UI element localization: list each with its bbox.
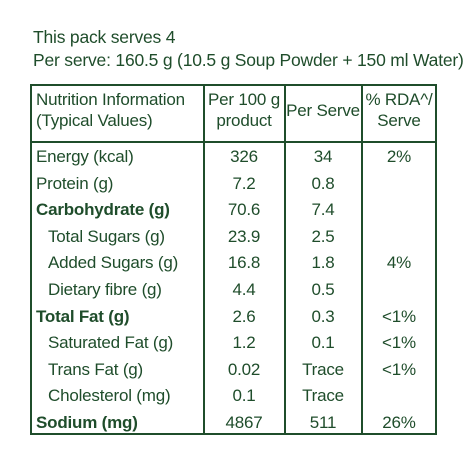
nutrient-label: Trans Fat (g) (48, 359, 144, 379)
value-per100: 70.6 (227, 200, 261, 220)
value-perServe: 34 (313, 147, 333, 166)
nutrition-table: Nutrition Information (Typical Values) P… (30, 84, 437, 435)
nutrient-label: Sodium (mg) (36, 413, 138, 432)
value-perServe: Trace (302, 359, 344, 379)
value-per100: 1.2 (232, 333, 256, 353)
column-header-rda: % RDA^/ Serve (363, 89, 435, 131)
nutrient-label: Dietary fibre (g) (48, 280, 162, 299)
value-rda: 4% (386, 253, 412, 273)
column-header-line: (Typical Values) (36, 111, 153, 130)
value-rda: 2% (386, 147, 412, 166)
column-divider (203, 86, 205, 433)
column-header-line: Per 100 g (208, 90, 280, 109)
column-header-per-serve: Per Serve (286, 100, 360, 121)
value-per100: 326 (230, 147, 258, 166)
value-perServe: 2.5 (311, 226, 335, 246)
nutrient-label: Cholesterol (mg) (48, 386, 171, 406)
header-divider (32, 141, 435, 143)
value-perServe: 0.8 (311, 173, 335, 193)
value-perServe: 0.3 (311, 306, 335, 326)
nutrient-label: Saturated Fat (g) (48, 333, 174, 353)
nutrient-label: Energy (kcal) (36, 147, 134, 166)
value-perServe: 0.5 (311, 280, 335, 299)
value-rda: <1% (382, 333, 416, 353)
nutrient-label: Carbohydrate (g) (36, 200, 170, 220)
value-perServe: Trace (302, 386, 344, 406)
value-per100: 16.8 (227, 253, 261, 273)
nutrient-label: Total Fat (g) (36, 306, 130, 326)
nutrient-label: Added Sugars (g) (48, 253, 179, 273)
column-header-line: % RDA^/ (365, 90, 433, 109)
column-header-line: Serve (377, 111, 421, 130)
value-per100: 0.02 (227, 359, 261, 379)
per-serve-text: Per serve: 160.5 g (10.5 g Soup Powder +… (33, 50, 464, 70)
value-rda: 26% (382, 413, 416, 432)
nutrient-label: Protein (g) (36, 173, 114, 193)
nutrient-label: Total Sugars (g) (48, 226, 165, 246)
pack-info: This pack serves 4 Per serve: 160.5 g (1… (33, 26, 464, 72)
column-header-nutrient: Nutrition Information (Typical Values) (36, 89, 201, 131)
column-divider (284, 86, 286, 433)
value-perServe: 511 (309, 413, 337, 432)
value-per100: 7.2 (232, 173, 256, 193)
value-perServe: 7.4 (311, 200, 335, 220)
value-per100: 2.6 (232, 306, 256, 326)
pack-serves-text: This pack serves 4 (33, 27, 176, 47)
value-perServe: 0.1 (311, 333, 335, 353)
value-per100: 4.4 (232, 280, 256, 299)
value-rda: <1% (382, 306, 416, 326)
column-header-line: product (216, 111, 272, 130)
value-per100: 4867 (225, 413, 263, 432)
value-per100: 0.1 (232, 386, 256, 406)
column-divider (361, 86, 363, 433)
value-rda: <1% (382, 359, 416, 379)
value-per100: 23.9 (227, 226, 261, 246)
column-header-per100g: Per 100 g product (205, 89, 283, 131)
column-header-line: Per Serve (286, 101, 360, 120)
column-header-line: Nutrition Information (36, 90, 185, 109)
value-perServe: 1.8 (311, 253, 335, 273)
